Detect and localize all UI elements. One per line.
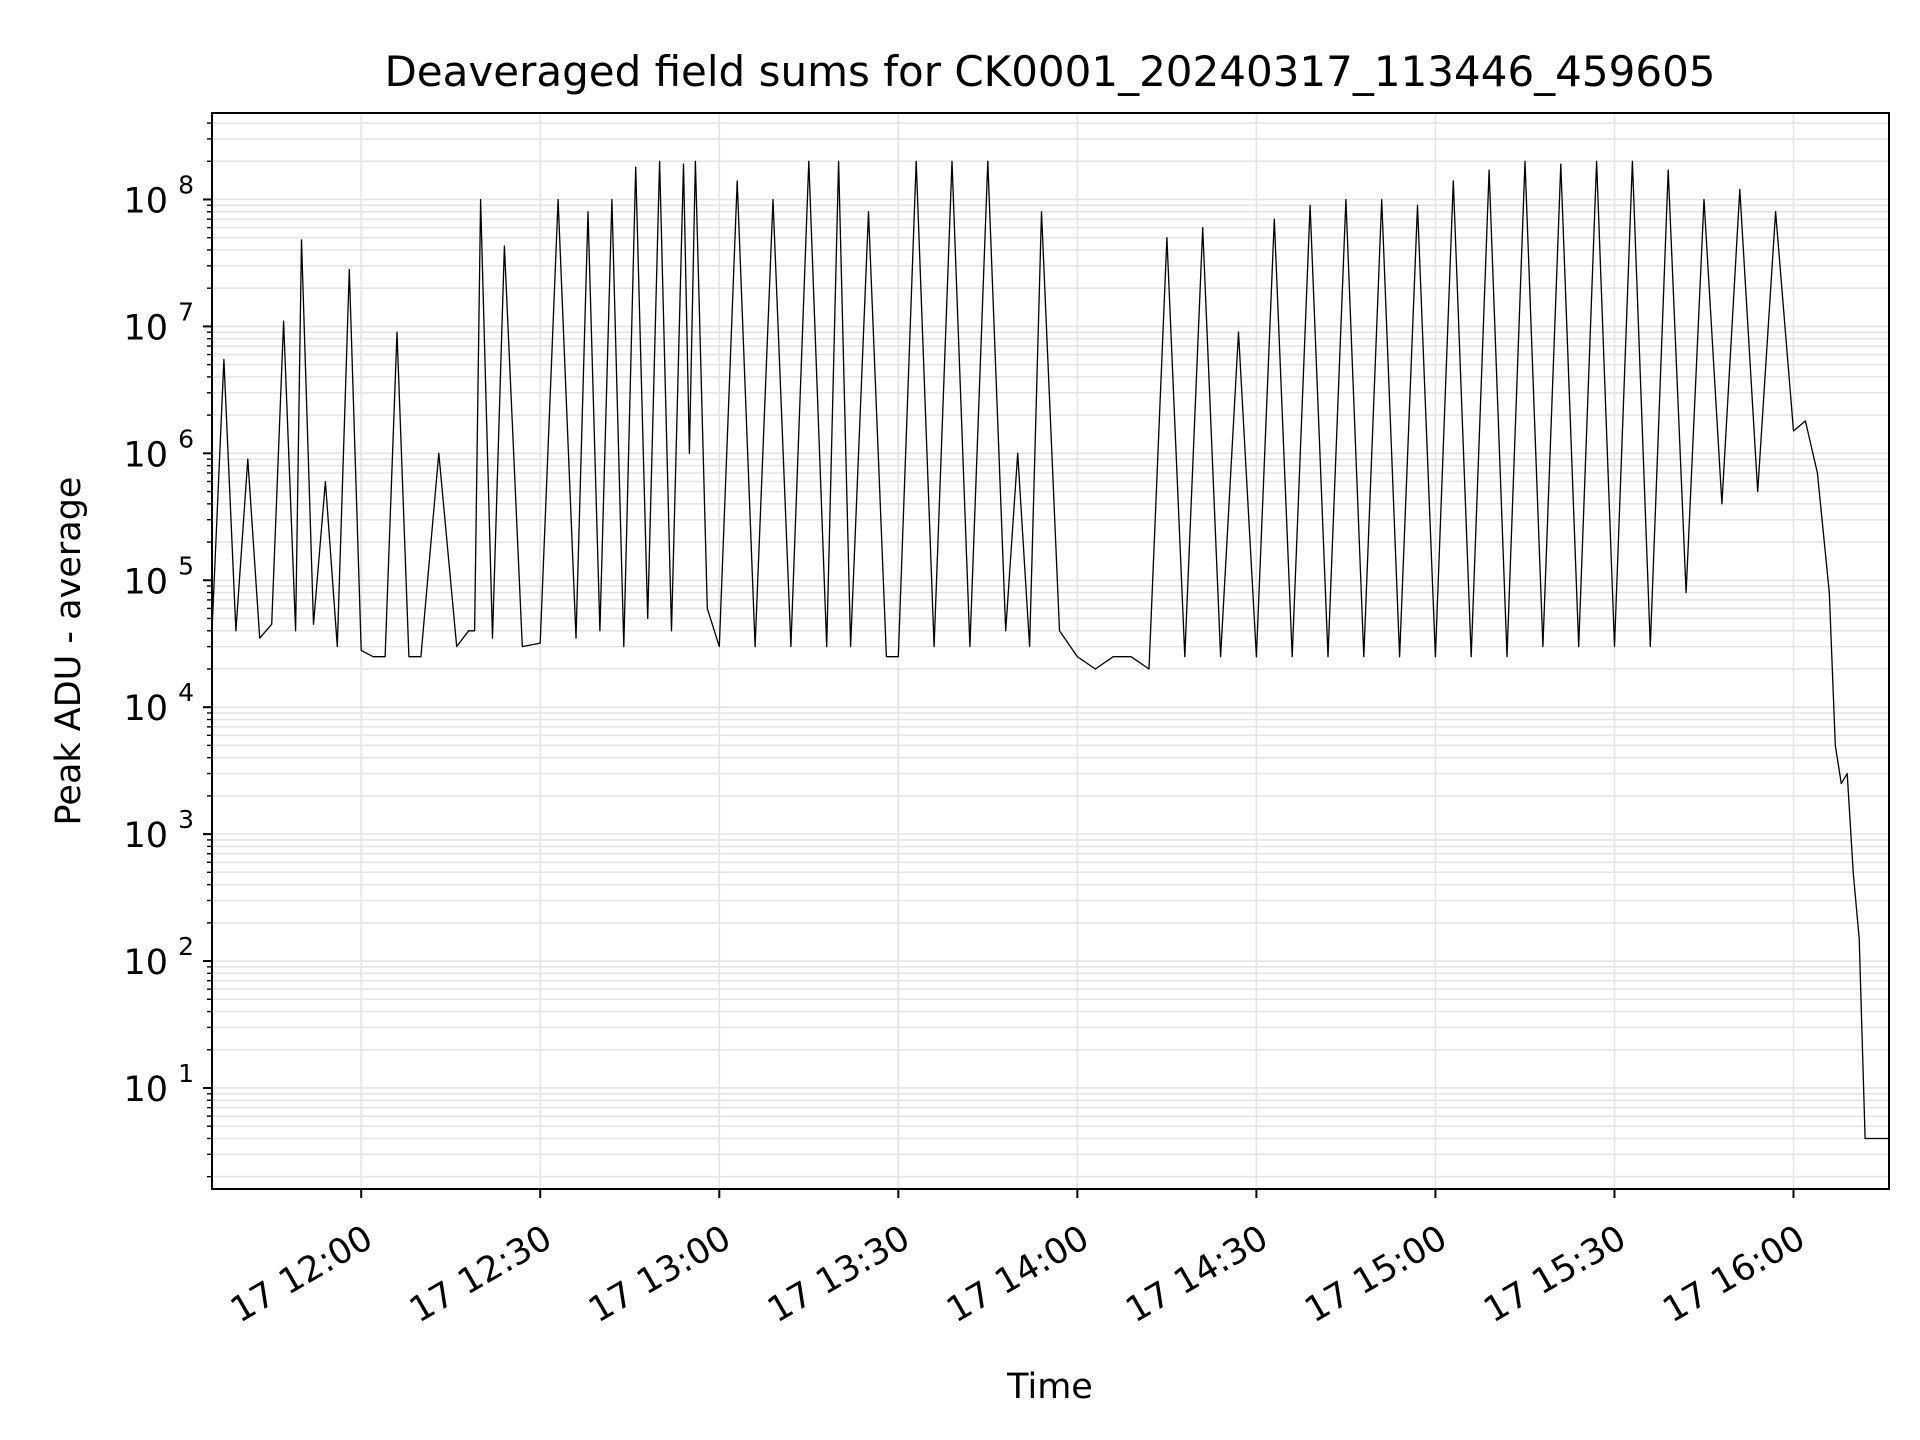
- y-tick-label: 10: [123, 943, 168, 983]
- y-tick-exponent: 1: [178, 1059, 194, 1088]
- series-line: [211, 160, 1889, 1140]
- y-tick-exponent: 5: [178, 551, 194, 580]
- y-tick-exponent: 7: [178, 297, 194, 326]
- y-tick-label: 10: [123, 689, 168, 729]
- y-tick-label: 10: [123, 1070, 168, 1110]
- y-tick-exponent: 8: [178, 170, 194, 199]
- y-tick-exponent: 2: [178, 932, 194, 961]
- y-tick-label: 10: [123, 816, 168, 856]
- y-axis: 10 1 10 2 10 3 10 4 10 5 10 6 10 7 10 8: [123, 122, 212, 1178]
- y-tick-exponent: 4: [178, 678, 194, 707]
- plot-frame: [211, 112, 1890, 1190]
- y-axis-label: Peak ADU - average: [49, 477, 89, 826]
- x-axis-label: Time: [1006, 1367, 1093, 1407]
- y-tick-exponent: 3: [178, 805, 194, 834]
- y-tick-exponent: 6: [178, 424, 194, 453]
- y-tick-label: 10: [123, 308, 168, 348]
- chart-title: Deaveraged field sums for CK0001_2024031…: [384, 47, 1715, 96]
- y-tick-label: 10: [123, 181, 168, 221]
- y-tick-label: 10: [123, 562, 168, 602]
- y-tick-label: 10: [123, 435, 168, 475]
